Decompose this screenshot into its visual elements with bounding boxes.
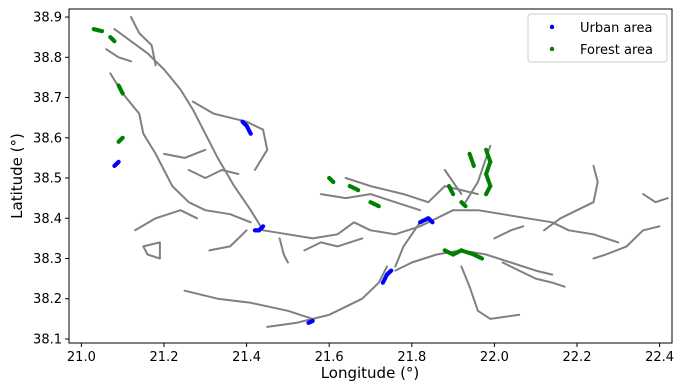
- forest-point-6-6: [376, 204, 381, 209]
- y-tick-label-6: 38.7: [33, 91, 62, 106]
- x-axis-label: Longitude (°): [321, 364, 420, 382]
- forest-point-4-6: [331, 179, 336, 185]
- forest-point-7-6: [451, 192, 456, 197]
- urban-point-3-6: [310, 318, 315, 323]
- y-tick-label-7: 38.8: [33, 51, 62, 66]
- plot-area-frame: [68, 8, 673, 344]
- road-segment-17: [501, 261, 566, 288]
- urban-point-5-13: [430, 220, 435, 225]
- y-tick-label-1: 38.2: [33, 292, 62, 307]
- x-tick-label-6: 22.2: [563, 350, 592, 365]
- y-tick-label-5: 38.6: [33, 131, 62, 146]
- road-segment-9: [183, 289, 314, 320]
- road-segment-0: [113, 28, 620, 244]
- forest-point-1-6: [112, 39, 117, 44]
- y-axis-label: Latitude (°): [8, 133, 26, 219]
- road-segment-19: [319, 193, 422, 212]
- x-tick-label-5: 22.0: [480, 350, 509, 365]
- road-segment-24: [493, 225, 525, 240]
- x-tick-label-2: 21.4: [232, 350, 261, 365]
- x-tick-label-1: 21.2: [150, 350, 179, 365]
- road-segment-15: [642, 193, 669, 204]
- urban-point-1-13: [248, 131, 253, 136]
- forest-point-2-6: [120, 91, 125, 96]
- x-tick-label-4: 21.8: [397, 350, 426, 365]
- road-segment-11: [394, 221, 422, 268]
- road-segment-22: [303, 237, 364, 252]
- forest-point-3-6: [120, 135, 125, 140]
- legend: Urban area Forest area: [527, 13, 668, 63]
- road-segment-1: [130, 16, 157, 67]
- road-segment-7: [278, 237, 289, 264]
- forest-point-10-27: [484, 192, 489, 197]
- road-segment-25: [105, 48, 132, 63]
- forest-point-0-6: [99, 29, 105, 34]
- y-tick-label-4: 38.5: [33, 172, 62, 187]
- road-segment-4: [134, 209, 198, 232]
- road-segment-14: [543, 164, 599, 232]
- x-tick-label-0: 21.0: [67, 350, 96, 365]
- forest-point-11-27: [479, 256, 485, 261]
- legend-box: [527, 13, 668, 63]
- x-tick-label-3: 21.6: [315, 350, 344, 365]
- road-segment-12: [344, 177, 479, 204]
- forest-series: [91, 27, 493, 261]
- forest-point-5-6: [356, 188, 361, 193]
- legend-forest-marker: [549, 46, 555, 52]
- urban-point-0-6: [116, 159, 121, 164]
- y-tick-label-8: 38.9: [33, 11, 62, 26]
- y-tick-label-2: 38.3: [33, 252, 62, 267]
- legend-urban-label: Urban area: [580, 21, 652, 36]
- legend-forest-label: Forest area: [580, 43, 653, 58]
- road-segment-5: [142, 241, 161, 260]
- y-tick-label-3: 38.4: [33, 212, 62, 227]
- y-tick-label-0: 38.1: [33, 332, 62, 347]
- road-segment-6: [208, 229, 248, 252]
- road-segment-23: [443, 169, 463, 196]
- road-segment-8: [266, 265, 388, 328]
- road-segment-3: [191, 100, 269, 171]
- road-segment-16: [460, 265, 521, 320]
- urban-point-4-13: [389, 268, 394, 273]
- x-tick-label-7: 22.4: [645, 350, 674, 365]
- x-axis: 21.0 21.2 21.4 21.6 21.8 22.0 22.2 22.4: [67, 343, 674, 365]
- y-axis: 38.1 38.2 38.3 38.4 38.5 38.6 38.7 38.8 38.9: [33, 11, 69, 347]
- forest-point-9-6: [471, 163, 476, 168]
- road-segment-21: [163, 148, 207, 159]
- forest-point-8-6: [463, 204, 468, 209]
- urban-series: [112, 119, 435, 325]
- road-segment-20: [187, 169, 240, 179]
- road-segment-18: [592, 225, 661, 260]
- legend-urban-marker: [549, 24, 555, 30]
- urban-point-2-13: [261, 224, 266, 229]
- road-segment-2: [109, 72, 252, 224]
